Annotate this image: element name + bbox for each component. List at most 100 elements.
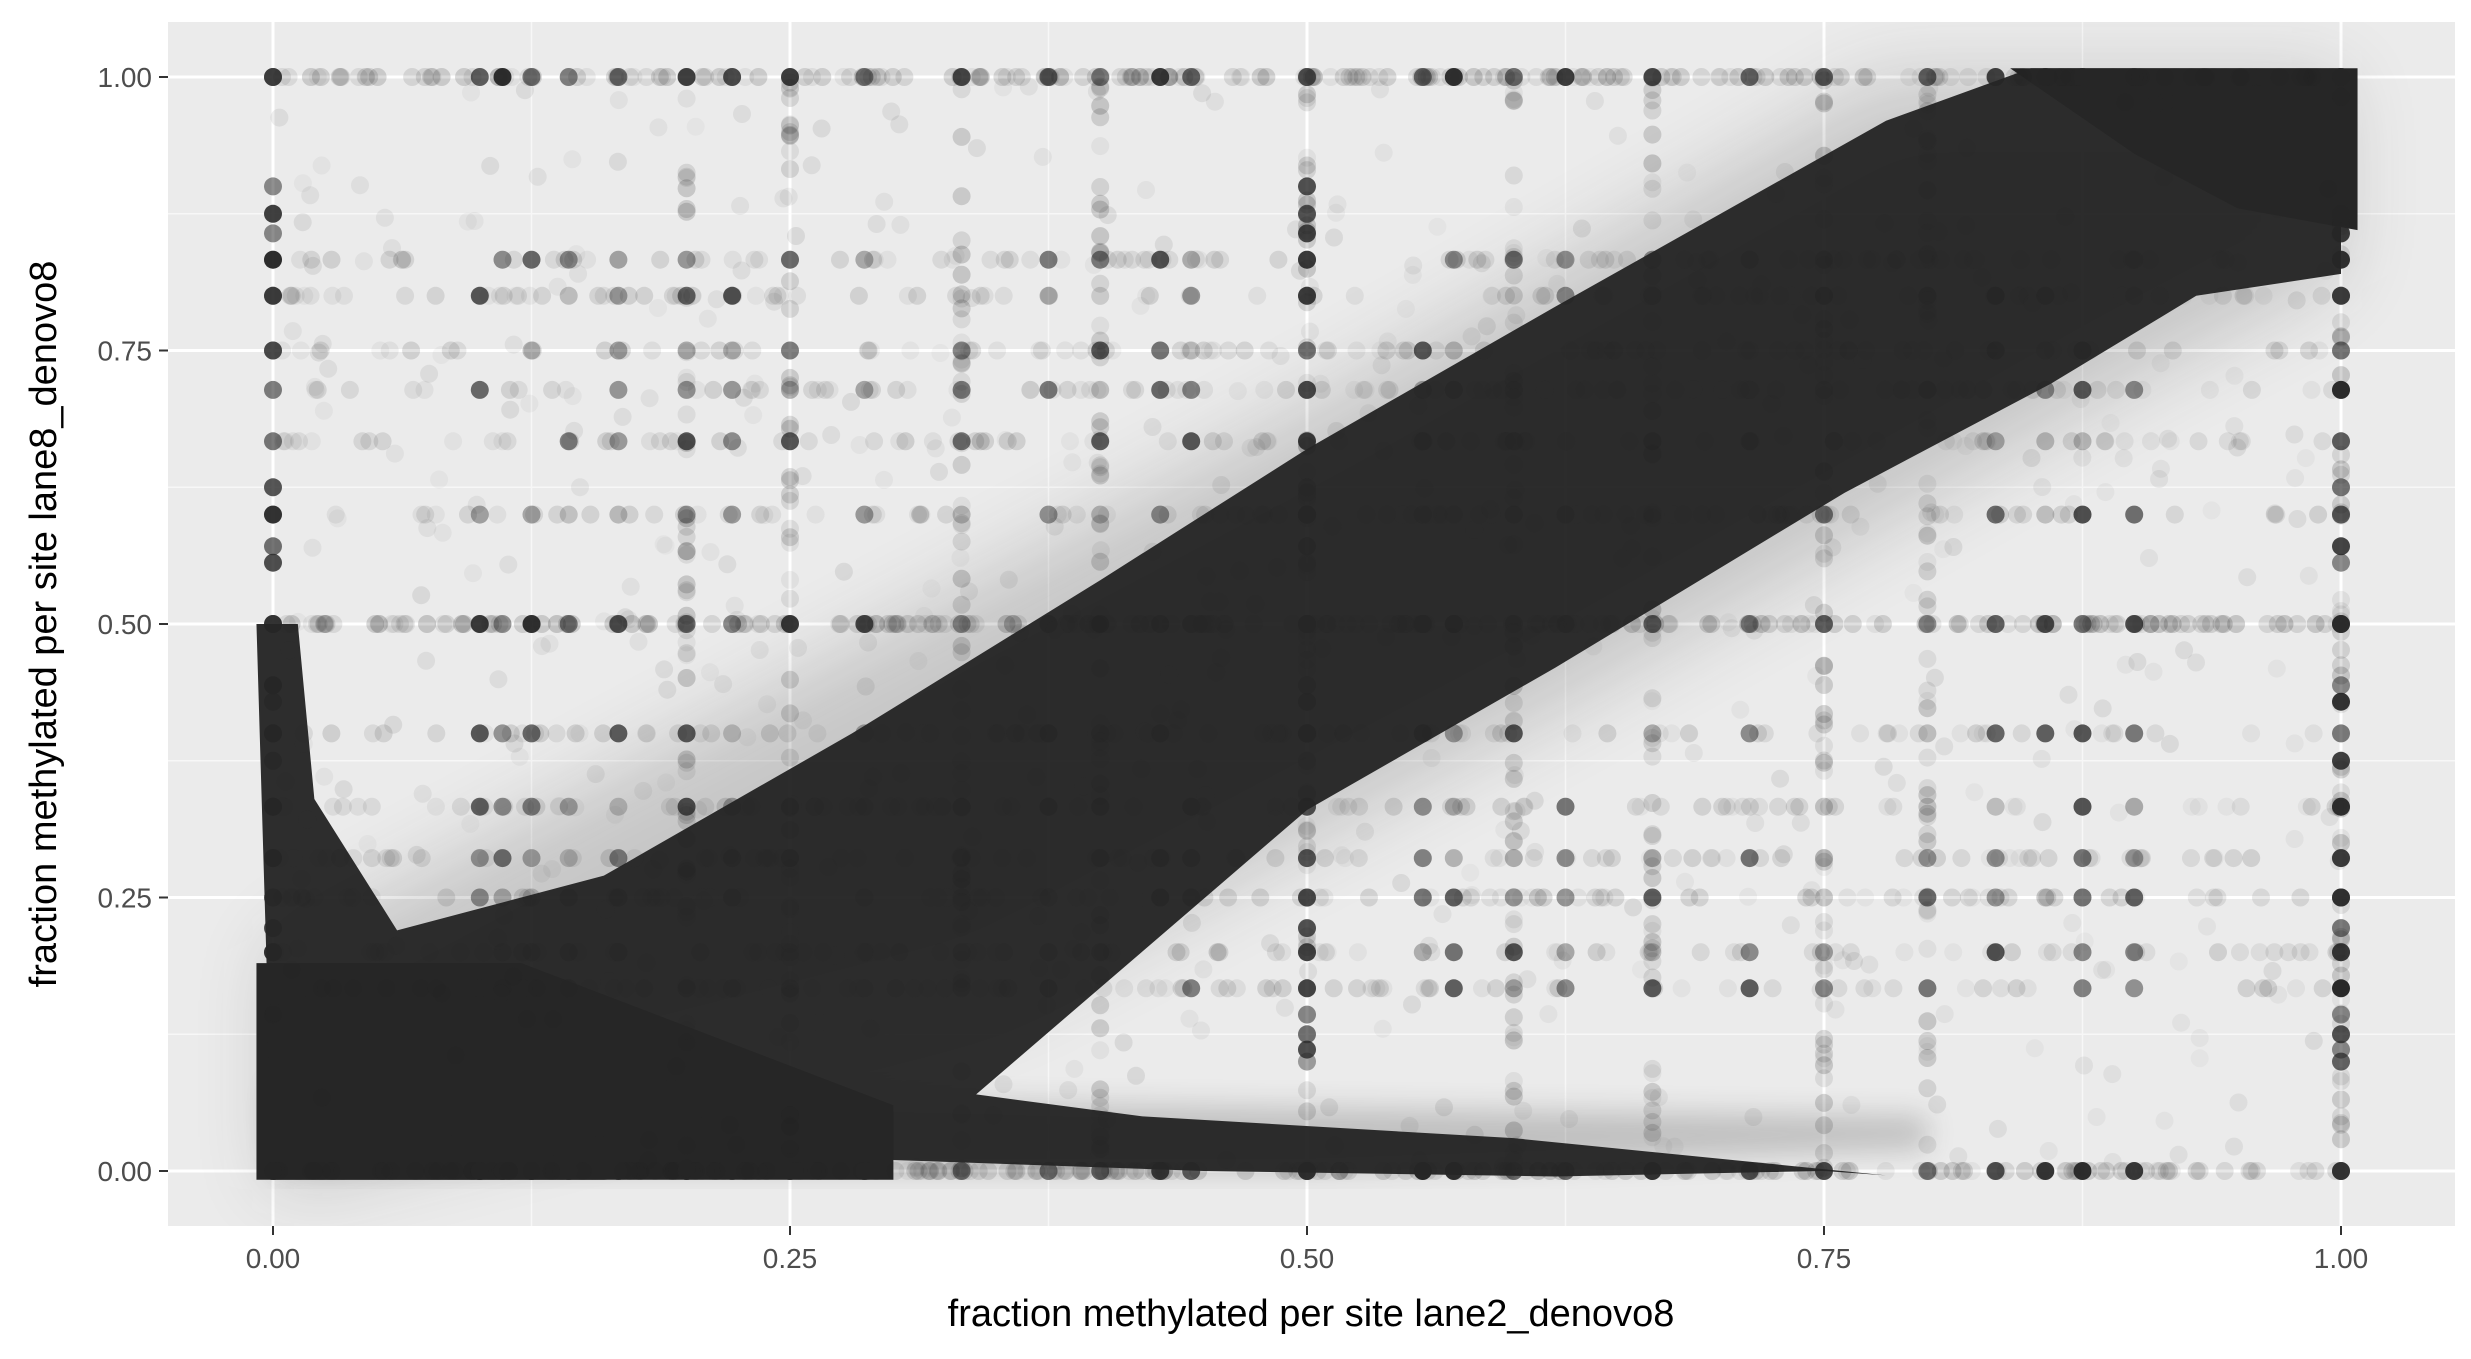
data-point [855, 68, 874, 86]
data-point [1097, 1110, 1116, 1129]
data-point [731, 196, 750, 215]
data-point [971, 286, 990, 305]
data-point [1815, 1044, 1833, 1063]
data-point [397, 615, 416, 633]
data-point [1504, 244, 1523, 262]
data-point [1693, 341, 1712, 360]
data-point [751, 505, 770, 524]
data-point [2100, 888, 2119, 907]
data-point [751, 615, 770, 633]
data-point [781, 1116, 799, 1135]
data-point [1426, 380, 1445, 399]
data-point [887, 380, 906, 399]
data-point [822, 426, 841, 444]
data-point [513, 943, 532, 962]
data-point [1237, 506, 1256, 525]
data-point [634, 888, 652, 907]
data-point [1980, 849, 1999, 868]
data-point [969, 888, 988, 907]
data-point [1931, 1162, 1950, 1180]
data-point [1986, 505, 2005, 524]
data-point [1347, 68, 1366, 86]
data-point [2332, 327, 2350, 346]
data-point [1833, 951, 1852, 970]
data-point [952, 532, 971, 551]
data-point [1160, 665, 1179, 684]
data-point [857, 943, 876, 962]
data-point [1839, 341, 1858, 360]
data-point [1091, 749, 1110, 768]
data-point [1952, 1162, 1971, 1180]
data-point [609, 432, 628, 451]
data-point [1091, 1162, 1110, 1180]
data-point [1444, 1162, 1463, 1180]
data-point [2093, 699, 2112, 718]
data-point [384, 849, 403, 868]
data-point [1918, 691, 1937, 710]
data-point [860, 380, 879, 399]
data-point [1504, 1008, 1523, 1027]
data-point [1624, 898, 1643, 917]
data-point [1223, 68, 1242, 86]
data-point [451, 797, 470, 816]
data-point [677, 168, 696, 187]
data-point [1091, 250, 1110, 269]
data-point [935, 615, 954, 633]
data-point [2304, 724, 2323, 743]
data-point [1005, 1162, 1024, 1180]
data-point [692, 341, 711, 360]
data-point [1828, 341, 1847, 360]
data-point [264, 692, 282, 711]
data-point [1918, 223, 1937, 242]
data-point [2332, 87, 2350, 106]
data-point [1062, 605, 1081, 623]
data-point [1974, 380, 1993, 399]
data-point [908, 286, 927, 305]
data-point [464, 564, 482, 582]
data-point [745, 849, 764, 868]
data-point [1815, 1069, 1833, 1088]
data-point [929, 888, 948, 907]
data-point [2152, 354, 2170, 372]
data-point [755, 506, 774, 525]
data-point [1091, 1106, 1110, 1125]
data-point [677, 606, 696, 625]
data-point [283, 888, 302, 907]
data-point [1884, 797, 1903, 816]
data-point [289, 613, 307, 631]
data-point [2036, 68, 2055, 86]
data-point [264, 797, 282, 816]
data-point [2332, 656, 2350, 675]
data-point [2332, 849, 2350, 868]
data-point [1643, 266, 1662, 285]
data-point [371, 341, 390, 360]
data-point [691, 943, 710, 962]
data-point [1429, 505, 1448, 524]
data-point [1481, 500, 1500, 519]
data-point [366, 943, 385, 962]
data-point [1959, 888, 1978, 907]
data-point [380, 341, 399, 360]
data-point [571, 478, 589, 497]
data-point [1768, 505, 1787, 524]
data-point [1851, 517, 1870, 536]
data-point [291, 250, 310, 269]
data-point [677, 179, 696, 198]
data-point [1154, 235, 1173, 254]
y-tick-label: 0.25 [98, 883, 153, 914]
data-point [1313, 639, 1332, 658]
data-point [608, 152, 627, 171]
data-point [499, 555, 518, 574]
data-point [1006, 1162, 1025, 1180]
data-point [749, 1162, 768, 1180]
data-point [2014, 505, 2033, 524]
data-point [905, 979, 924, 998]
data-point [1298, 505, 1316, 524]
data-point [2287, 291, 2306, 310]
data-point [677, 202, 696, 221]
data-point [1811, 980, 1830, 999]
data-point [692, 1162, 711, 1180]
data-point [675, 505, 693, 524]
data-point [1815, 320, 1833, 338]
data-point [2113, 286, 2132, 305]
